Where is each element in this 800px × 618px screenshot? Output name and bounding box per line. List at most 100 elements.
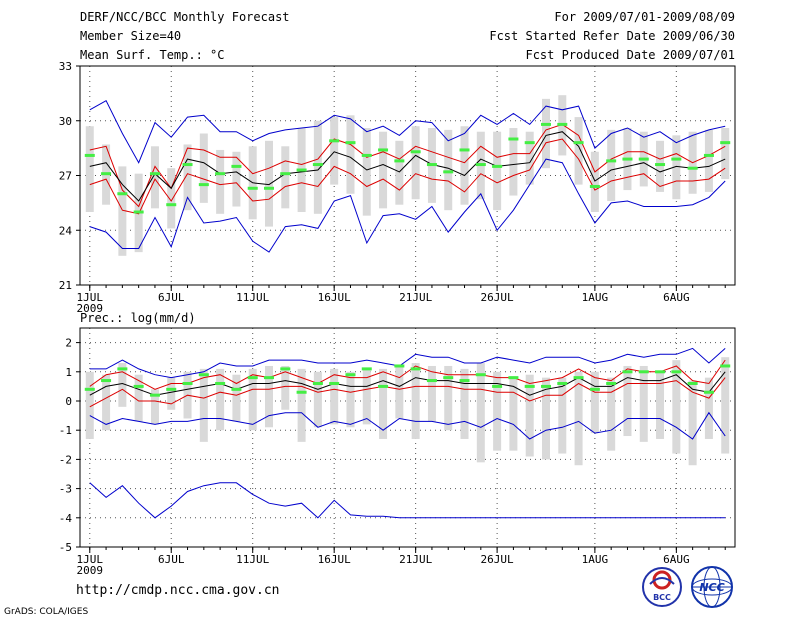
chart-title: DERF/NCC/BCC Monthly Forecast: [80, 10, 290, 24]
spread-box: [232, 151, 241, 207]
spread-box: [688, 380, 697, 466]
x-tick-label: 6AUG: [663, 291, 690, 304]
median-mark: [671, 157, 682, 161]
spread-box: [607, 377, 616, 451]
spread-box: [216, 368, 225, 431]
series-line-upper: [89, 123, 726, 208]
spread-box: [541, 377, 550, 460]
x-tick-label: 11JUL: [236, 291, 269, 304]
median-mark: [182, 381, 193, 385]
spread-box: [118, 166, 127, 256]
variable-label: Mean Surf. Temp.: °C: [80, 48, 225, 62]
median-mark: [443, 170, 454, 174]
series-line-min: [89, 411, 726, 440]
spread-box: [558, 377, 567, 454]
spread-box: [509, 377, 518, 451]
x-tick-label: 6JUL: [158, 291, 185, 304]
median-mark: [101, 379, 112, 383]
spread-box: [444, 129, 453, 211]
median-mark: [361, 153, 372, 157]
series-line-max: [89, 347, 726, 379]
median-mark: [573, 376, 584, 380]
median-mark: [133, 384, 144, 388]
median-mark: [280, 367, 291, 371]
x-tick-label: 1AUG: [582, 553, 609, 566]
median-mark: [508, 376, 519, 380]
median-mark: [508, 137, 519, 141]
median-mark: [410, 150, 421, 154]
median-mark: [459, 379, 470, 383]
spread-box: [313, 120, 322, 214]
spread-box: [672, 360, 681, 454]
spread-box: [167, 377, 176, 410]
median-mark: [231, 387, 242, 391]
spread-box: [183, 144, 192, 211]
y-tick-label: -3: [59, 483, 72, 496]
median-mark: [703, 390, 714, 394]
x-tick-label: 1AUG: [582, 291, 609, 304]
spread-box: [525, 131, 534, 185]
y-tick-label: 27: [59, 170, 72, 183]
median-mark: [133, 210, 144, 214]
spread-box: [721, 357, 730, 454]
precip-panel-title: Prec.: log(mm/d): [80, 311, 196, 325]
spread-box: [721, 128, 730, 180]
spread-box: [216, 149, 225, 214]
spread-box: [656, 140, 665, 192]
spread-box: [265, 140, 274, 227]
ncc-logo-text: NCC: [699, 581, 724, 594]
median-mark: [101, 172, 112, 176]
spread-box: [607, 129, 616, 202]
series-line-upper: [89, 359, 726, 390]
median-mark: [492, 164, 503, 168]
median-mark: [687, 381, 698, 385]
median-mark: [198, 183, 209, 187]
spread-box: [85, 126, 94, 212]
spread-box: [411, 363, 420, 439]
median-mark: [443, 376, 454, 380]
x-tick-label: 21JUL: [399, 291, 432, 304]
y-tick-label: 2: [65, 337, 72, 350]
median-mark: [638, 370, 649, 374]
spread-box: [199, 368, 208, 442]
median-mark: [606, 159, 617, 163]
median-mark: [720, 141, 731, 145]
spread-box: [297, 368, 306, 442]
spread-box: [395, 140, 404, 205]
bcc-logo: BCC: [642, 567, 682, 607]
median-mark: [84, 153, 95, 157]
x-year-label: 2009: [77, 302, 104, 315]
median-mark: [329, 381, 340, 385]
spread-box: [330, 117, 339, 185]
x-tick-label: 6AUG: [663, 553, 690, 566]
y-tick-label: 33: [59, 60, 72, 73]
temperature-panel: 21 24 27 30 33 1JUL 6JUL 11JUL 16JUL 21JUL 26JUL 1A…: [59, 60, 736, 315]
median-mark: [557, 122, 568, 126]
source-url[interactable]: http://cmdp.ncc.cma.gov.cn: [76, 583, 280, 598]
spread-box: [525, 374, 534, 457]
spread-box: [509, 128, 518, 196]
spread-box: [150, 146, 159, 209]
spread-box: [590, 151, 599, 212]
spread-box: [493, 371, 502, 451]
median-mark: [655, 163, 666, 167]
spread-box: [656, 371, 665, 439]
spread-box: [541, 98, 550, 169]
spread-box: [444, 365, 453, 431]
series-line-lower: [89, 138, 726, 215]
spread-box: [493, 131, 502, 211]
median-mark: [720, 364, 731, 368]
median-mark: [117, 367, 128, 371]
spread-box: [704, 377, 713, 439]
x-tick-label: 11JUL: [236, 553, 269, 566]
median-mark: [149, 172, 160, 176]
spread-box: [476, 363, 485, 463]
median-mark: [84, 387, 95, 391]
median-mark: [622, 370, 633, 374]
y-tick-label: -2: [59, 453, 72, 466]
x-tick-label: 16JUL: [318, 291, 351, 304]
series-line-max: [89, 100, 726, 164]
spread-box: [346, 115, 355, 194]
